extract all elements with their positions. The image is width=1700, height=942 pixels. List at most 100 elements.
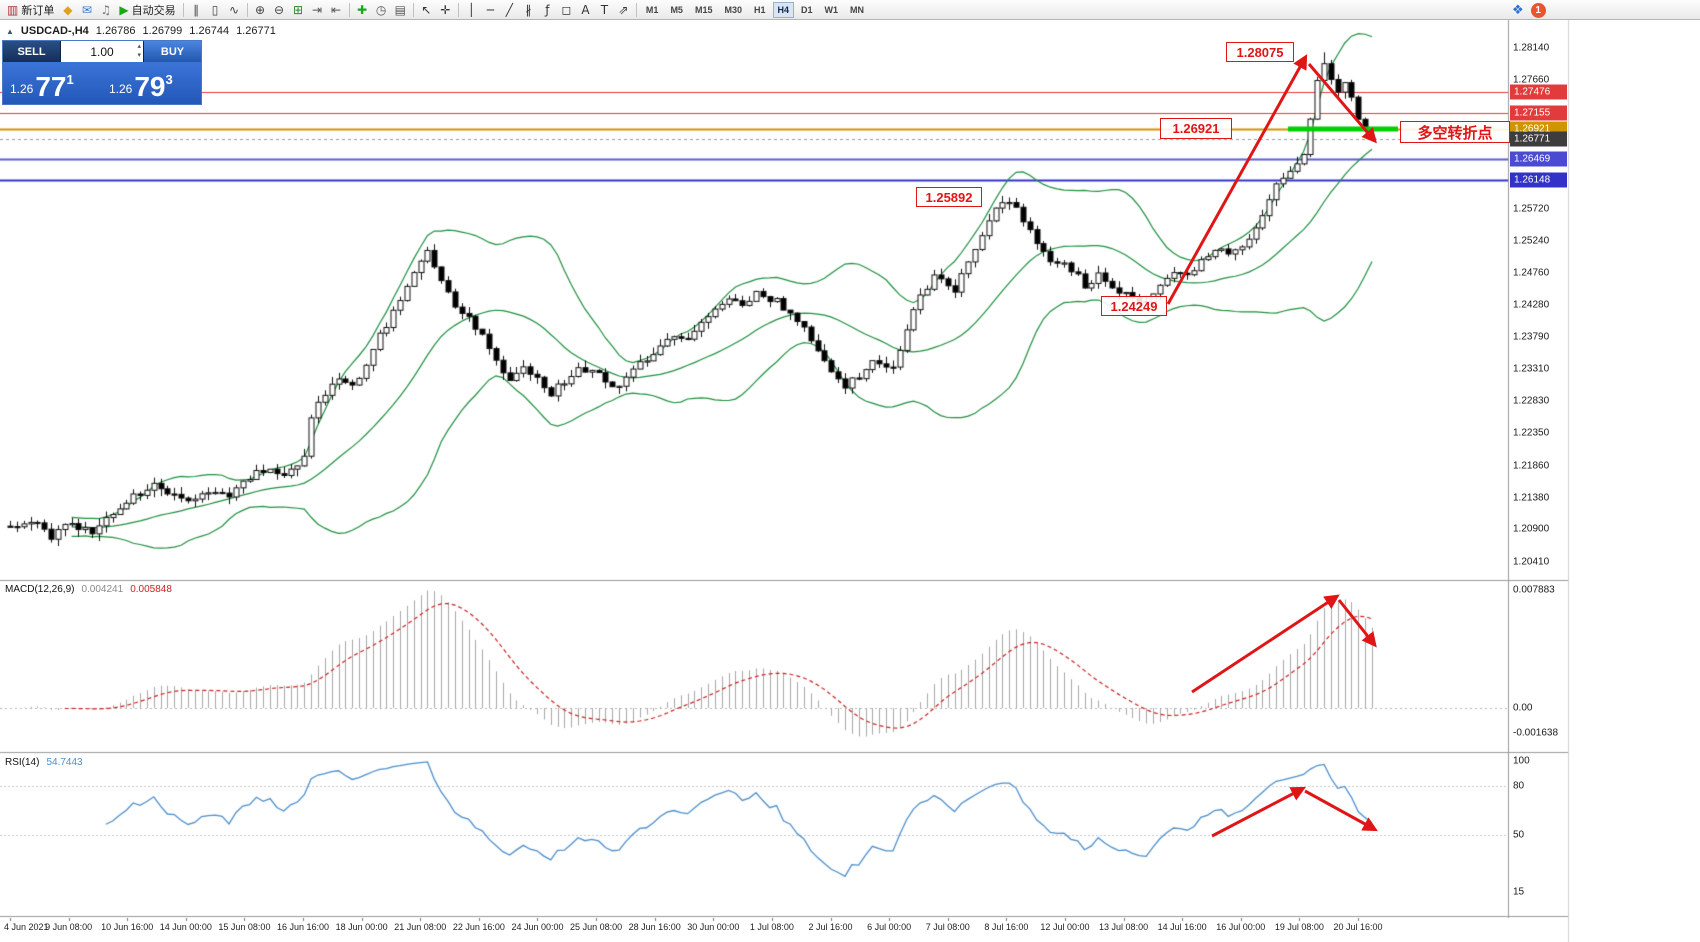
tile-windows-icon: ⊞ bbox=[293, 2, 304, 17]
channel-icon: ∦ bbox=[525, 2, 532, 17]
rsi-label: RSI(14) 54.7443 bbox=[5, 757, 83, 768]
time-label: 16 Jun 16:00 bbox=[277, 922, 330, 932]
channel-button[interactable]: ∦ bbox=[519, 1, 538, 19]
timeframe-m5[interactable]: M5 bbox=[670, 4, 683, 15]
price-tick: 1.27660 bbox=[1513, 74, 1550, 86]
line-chart-button[interactable]: ∿ bbox=[225, 1, 244, 19]
alerts-icon[interactable]: ♫ bbox=[96, 1, 115, 19]
spinner-down-icon[interactable]: ▾ bbox=[137, 52, 141, 59]
metaeditor-icon[interactable]: ◆ bbox=[58, 1, 77, 19]
timeframe-w1[interactable]: W1 bbox=[824, 4, 839, 15]
arrow-tools-button[interactable]: ⇗ bbox=[614, 1, 633, 19]
timeframe-m15[interactable]: M15 bbox=[694, 4, 713, 15]
autotrading-button[interactable]: ▶ 自动交易 bbox=[115, 1, 179, 19]
spinner-up-icon[interactable]: ▴ bbox=[137, 43, 141, 50]
vertical-line-button[interactable]: │ bbox=[462, 1, 481, 19]
price-badge-1-27476: 1.27476 bbox=[1510, 84, 1567, 100]
zoom-out-icon: ⊖ bbox=[274, 2, 285, 17]
bar-chart-button[interactable]: ∥ bbox=[187, 1, 206, 19]
timeframe-d1[interactable]: D1 bbox=[801, 4, 813, 15]
sell-price-big: 77 bbox=[35, 71, 67, 103]
cursor-button[interactable]: ↖ bbox=[417, 1, 436, 19]
volume-spinner[interactable]: ▴ ▾ bbox=[137, 42, 141, 60]
fibonacci-button[interactable]: ƒ bbox=[538, 1, 557, 19]
zoom-out-button[interactable]: ⊖ bbox=[270, 1, 289, 19]
toolbar-separator bbox=[348, 2, 350, 17]
time-label: 7 Jul 08:00 bbox=[925, 922, 970, 932]
auto-scroll-button[interactable]: ⇥ bbox=[308, 1, 327, 19]
crosshair-button[interactable]: ✛ bbox=[436, 1, 455, 19]
text-button[interactable]: A bbox=[576, 1, 595, 19]
shapes-icon: ◻ bbox=[561, 2, 572, 17]
text-label-button[interactable]: T bbox=[595, 1, 614, 19]
new-order-icon: ▥ bbox=[7, 2, 19, 17]
time-label: 4 Jun 2021 bbox=[4, 922, 49, 932]
timeframe-h1[interactable]: H1 bbox=[753, 4, 766, 15]
zoom-in-button[interactable]: ⊕ bbox=[251, 1, 270, 19]
toolbar-separator bbox=[182, 2, 184, 17]
sell-price-prefix: 1.26 bbox=[10, 82, 34, 96]
macd-axis-label: 0.007883 bbox=[1513, 584, 1555, 596]
new-order-button[interactable]: ▥ 新订单 bbox=[3, 1, 58, 19]
indicators-icon: ✚ bbox=[357, 2, 368, 17]
horizontal-line-button[interactable]: ─ bbox=[481, 1, 500, 19]
chart-shift-button[interactable]: ⇤ bbox=[327, 1, 346, 19]
bar-chart-icon: ∥ bbox=[193, 2, 200, 17]
tile-windows-button[interactable]: ⊞ bbox=[289, 1, 308, 19]
price-label-1-25892[interactable]: 1.25892 bbox=[916, 187, 982, 207]
trade-panel-controls: SELL 1.00 ▴ ▾ BUY bbox=[3, 41, 201, 62]
price-label-1-24249[interactable]: 1.24249 bbox=[1101, 296, 1167, 316]
price-tick: 1.23790 bbox=[1513, 331, 1550, 343]
candlestick-chart-button[interactable]: ▯ bbox=[206, 1, 225, 19]
sell-price[interactable]: 1.26 77 1 bbox=[3, 62, 102, 104]
chart-shift-icon: ⇤ bbox=[331, 2, 342, 17]
time-label: 6 Jul 00:00 bbox=[867, 922, 912, 932]
turning-point-label[interactable]: 多空转折点 bbox=[1400, 121, 1510, 143]
time-label: 15 Jun 08:00 bbox=[218, 922, 271, 932]
toolbar-separator bbox=[635, 2, 637, 17]
time-label: 28 Jun 16:00 bbox=[628, 922, 681, 932]
timeframe-mn[interactable]: MN bbox=[850, 4, 865, 15]
community-chat-icon[interactable]: ❖ bbox=[1512, 2, 1524, 18]
notification-badge[interactable]: 1 bbox=[1530, 2, 1546, 18]
trendline-button[interactable]: ╱ bbox=[500, 1, 519, 19]
market-watch-icon[interactable]: ✉ bbox=[77, 1, 96, 19]
rsi-axis-label: 80 bbox=[1513, 780, 1525, 792]
time-label: 24 Jun 00:00 bbox=[511, 922, 564, 932]
price-tick: 1.20410 bbox=[1513, 556, 1550, 568]
shapes-button[interactable]: ◻ bbox=[557, 1, 576, 19]
time-label: 12 Jul 00:00 bbox=[1040, 922, 1090, 932]
one-click-toggle-icon[interactable]: ▲ bbox=[6, 27, 14, 36]
price-tick: 1.24760 bbox=[1513, 267, 1550, 279]
rsi-axis-label: 100 bbox=[1513, 755, 1530, 767]
fibonacci-icon: ƒ bbox=[545, 2, 550, 17]
templates-button[interactable]: ▤ bbox=[391, 1, 410, 19]
buy-price-prefix: 1.26 bbox=[109, 82, 133, 96]
time-label: 2 Jul 16:00 bbox=[808, 922, 853, 932]
price-label-1-26921[interactable]: 1.26921 bbox=[1160, 118, 1232, 139]
symbol-ohlc-line: ▲ USDCAD-,H4 1.26786 1.26799 1.26744 1.2… bbox=[6, 25, 276, 37]
price-label-1-28075[interactable]: 1.28075 bbox=[1226, 42, 1294, 62]
one-click-trade-panel: SELL 1.00 ▴ ▾ BUY 1.26 77 1 1.26 79 3 bbox=[2, 40, 202, 105]
time-label: 14 Jul 16:00 bbox=[1157, 922, 1207, 932]
price-tick: 1.22830 bbox=[1513, 395, 1550, 407]
crosshair-icon: ✛ bbox=[440, 2, 451, 17]
vertical-line-icon: │ bbox=[467, 2, 476, 17]
timeframe-m30[interactable]: M30 bbox=[724, 4, 742, 15]
rsi-title: RSI(14) bbox=[5, 757, 40, 768]
volume-input[interactable]: 1.00 ▴ ▾ bbox=[61, 41, 143, 62]
buy-button[interactable]: BUY bbox=[143, 41, 201, 62]
toolbar-separator bbox=[412, 2, 414, 17]
rsi-axis-label: 15 bbox=[1513, 886, 1525, 898]
timeframe-h4[interactable]: H4 bbox=[772, 1, 795, 18]
periods-button[interactable]: ◷ bbox=[372, 1, 391, 19]
time-label: 10 Jun 16:00 bbox=[101, 922, 154, 932]
timeframe-m1[interactable]: M1 bbox=[645, 4, 659, 15]
price-tick: 1.22350 bbox=[1513, 427, 1550, 439]
sell-button[interactable]: SELL bbox=[3, 41, 61, 62]
macd-label: MACD(12,26,9) 0.004241 0.005848 bbox=[5, 584, 172, 595]
price-tick: 1.23310 bbox=[1513, 363, 1550, 375]
indicators-button[interactable]: ✚ bbox=[353, 1, 372, 19]
buy-price[interactable]: 1.26 79 3 bbox=[102, 62, 201, 104]
